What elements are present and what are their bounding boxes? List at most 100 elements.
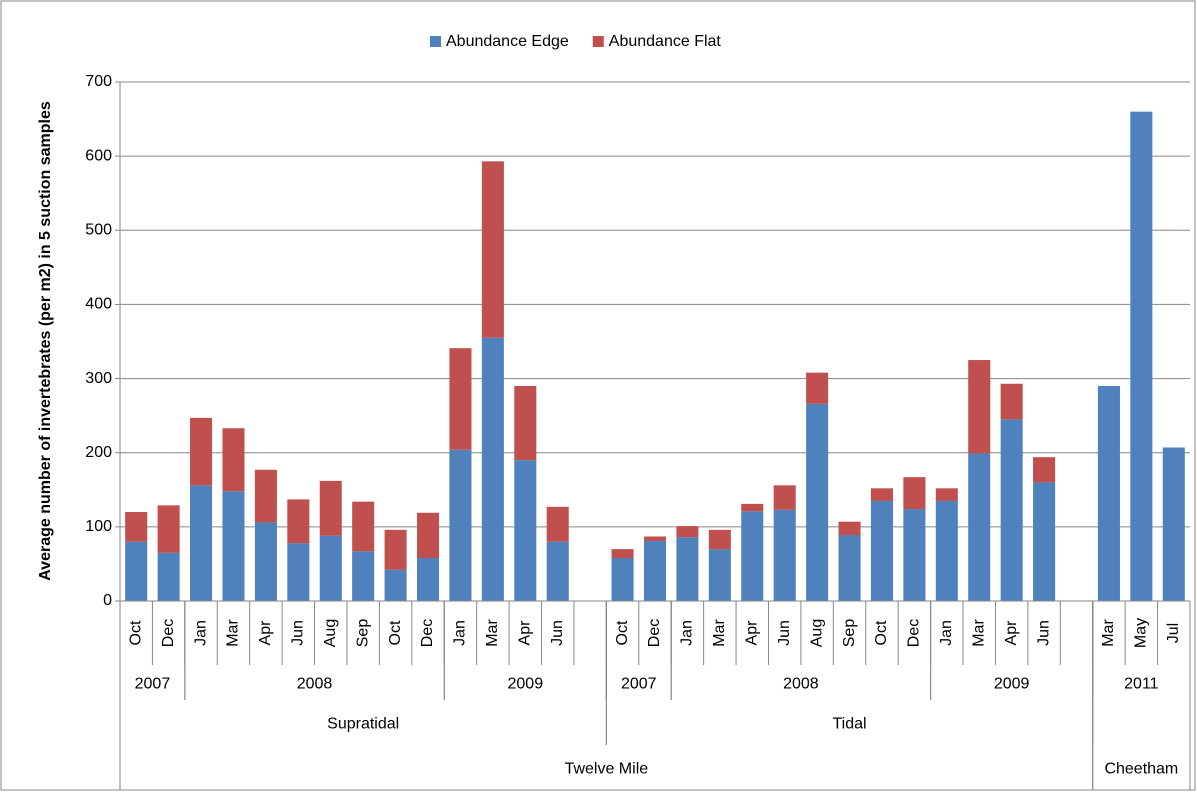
bar [611,557,634,601]
x-tick-label: Apr [517,620,534,646]
bar [870,500,893,601]
bar [838,521,861,536]
group-label: 2008 [783,676,819,693]
bar [1000,419,1023,601]
bar [1033,482,1056,601]
bar [254,522,277,601]
bar [125,541,148,601]
x-tick-label: Dec [419,619,436,647]
legend-label: Abundance Flat [609,33,722,50]
x-tick-label: Oct [873,620,890,645]
x-tick-label: Jan [938,620,955,646]
x-tick-label: Mar [225,619,242,647]
bar [222,491,245,601]
x-tick-label: Jul [1165,623,1182,643]
bar [125,512,148,542]
y-tick-label: 0 [103,592,112,609]
bar [1162,447,1185,601]
group-label: 2007 [135,676,171,693]
bar [611,549,634,558]
bar [514,460,537,601]
x-tick-label: Sep [841,619,858,648]
bar [546,541,569,601]
bar [708,529,731,550]
bar [319,480,342,536]
x-tick-label: Oct [127,620,144,645]
group-label: 2008 [297,676,333,693]
bar [352,501,375,552]
group-label: 2009 [508,676,544,693]
bar [935,500,958,601]
bar [676,537,699,601]
bar [319,535,342,601]
bar [384,569,407,601]
bar [838,535,861,601]
bar [157,505,180,553]
bar [481,337,504,601]
bar [903,509,926,601]
bar [741,503,764,512]
x-tick-label: Jan [679,620,696,646]
bar [481,161,504,338]
bar [773,485,796,510]
group-label: 2011 [1124,676,1159,693]
bar [1097,385,1120,601]
bar [903,477,926,510]
bar [190,417,213,486]
bar [254,469,277,523]
bar [190,485,213,601]
x-tick-label: Jun [1035,620,1052,646]
y-tick-label: 700 [85,73,112,90]
x-tick-label: Mar [970,619,987,647]
bar [287,543,310,601]
bar [676,526,699,538]
x-tick-label: Jun [776,620,793,646]
bar [773,509,796,601]
bar [968,453,991,601]
x-tick-label: Mar [1100,619,1117,647]
x-tick-label: Aug [322,619,339,647]
bar [514,385,537,461]
bar [222,428,245,492]
y-tick-label: 400 [85,296,112,313]
bar [1000,383,1023,420]
bar [1033,457,1056,483]
x-tick-label: Dec [160,619,177,647]
bar [643,540,667,601]
bar [806,403,829,601]
bar [806,372,829,404]
x-tick-label: Mar [484,619,501,647]
x-tick-label: Oct [387,620,404,645]
y-axis-title: Average number of invertebrates (per m2)… [37,101,54,581]
bar [968,360,991,454]
bar [643,536,667,541]
bar [157,552,180,601]
x-tick-label: Dec [906,619,923,647]
bar [935,488,958,501]
bar [287,499,310,544]
y-tick-label: 600 [85,147,112,164]
x-tick-label: Aug [808,619,825,647]
bar [417,512,440,558]
group-label: 2007 [621,676,657,693]
x-tick-label: Jun [549,620,566,646]
x-tick-label: Sep [354,619,371,648]
bar [741,511,764,601]
x-tick-label: Mar [711,619,728,647]
group-label: Supratidal [327,716,399,733]
y-tick-label: 200 [85,444,112,461]
x-tick-label: Jan [192,620,209,646]
group-label: Tidal [832,716,866,733]
legend-swatch [592,36,604,47]
legend-swatch [430,36,441,47]
y-tick-label: 100 [85,518,112,535]
bar [449,449,472,601]
bar [1130,111,1153,602]
x-tick-label: Apr [257,620,274,646]
group-label: Cheetham [1104,761,1178,778]
group-label: Twelve Mile [565,761,649,778]
x-tick-label: Dec [646,619,663,647]
x-tick-label: Oct [614,620,631,645]
